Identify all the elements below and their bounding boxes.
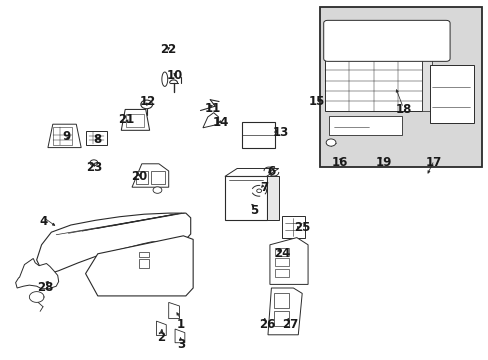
Text: 17: 17	[425, 156, 442, 169]
Polygon shape	[16, 258, 59, 289]
Polygon shape	[325, 60, 421, 111]
Text: 25: 25	[293, 221, 310, 234]
Text: 11: 11	[204, 102, 221, 114]
Text: 9: 9	[62, 130, 70, 143]
Text: 19: 19	[375, 156, 391, 169]
Polygon shape	[421, 60, 431, 111]
Bar	[274, 248, 288, 256]
Text: 24: 24	[273, 247, 290, 260]
Polygon shape	[269, 238, 307, 284]
Polygon shape	[267, 288, 302, 335]
Bar	[136, 171, 148, 184]
Text: 16: 16	[331, 156, 347, 169]
Polygon shape	[224, 168, 278, 176]
Text: 13: 13	[272, 126, 289, 139]
Bar	[53, 127, 72, 145]
Circle shape	[141, 100, 152, 109]
Text: 27: 27	[282, 318, 298, 331]
Circle shape	[153, 187, 162, 193]
Bar	[273, 293, 288, 308]
Polygon shape	[203, 113, 218, 128]
Bar	[86, 131, 106, 145]
Text: 20: 20	[130, 170, 147, 183]
Bar	[126, 114, 143, 127]
Text: 1: 1	[177, 318, 184, 330]
Text: 3: 3	[177, 338, 184, 351]
Polygon shape	[175, 329, 184, 343]
Text: 23: 23	[85, 161, 102, 174]
Bar	[274, 258, 288, 266]
Bar	[150, 171, 165, 184]
Polygon shape	[132, 164, 168, 187]
Bar	[242, 122, 275, 148]
Text: 4: 4	[40, 215, 48, 228]
Bar	[274, 269, 288, 277]
Polygon shape	[162, 72, 167, 86]
Text: 12: 12	[139, 95, 156, 108]
Text: 28: 28	[37, 281, 53, 294]
Bar	[273, 311, 288, 326]
Polygon shape	[156, 321, 166, 336]
Text: 10: 10	[166, 69, 183, 82]
Polygon shape	[168, 302, 179, 319]
Polygon shape	[266, 176, 278, 220]
Bar	[281, 216, 305, 238]
Text: 26: 26	[259, 318, 275, 331]
Bar	[139, 252, 149, 257]
Text: 15: 15	[307, 95, 324, 108]
Text: 22: 22	[160, 43, 177, 56]
Polygon shape	[37, 213, 190, 275]
Bar	[320, 7, 481, 167]
Circle shape	[90, 160, 98, 166]
Polygon shape	[48, 124, 81, 148]
Text: 18: 18	[394, 103, 411, 116]
FancyBboxPatch shape	[323, 21, 449, 61]
Text: 7: 7	[260, 181, 267, 194]
Polygon shape	[325, 54, 431, 60]
Polygon shape	[224, 176, 266, 220]
Bar	[429, 65, 472, 122]
Circle shape	[325, 139, 335, 146]
Circle shape	[256, 189, 261, 193]
Text: 5: 5	[250, 204, 258, 217]
Bar	[328, 116, 401, 135]
Text: 14: 14	[212, 116, 229, 129]
Polygon shape	[85, 236, 193, 296]
Bar	[139, 259, 149, 268]
Text: 2: 2	[157, 331, 165, 344]
Text: 6: 6	[267, 165, 275, 177]
Text: 8: 8	[94, 133, 102, 146]
Text: 21: 21	[118, 113, 134, 126]
Polygon shape	[121, 109, 149, 130]
